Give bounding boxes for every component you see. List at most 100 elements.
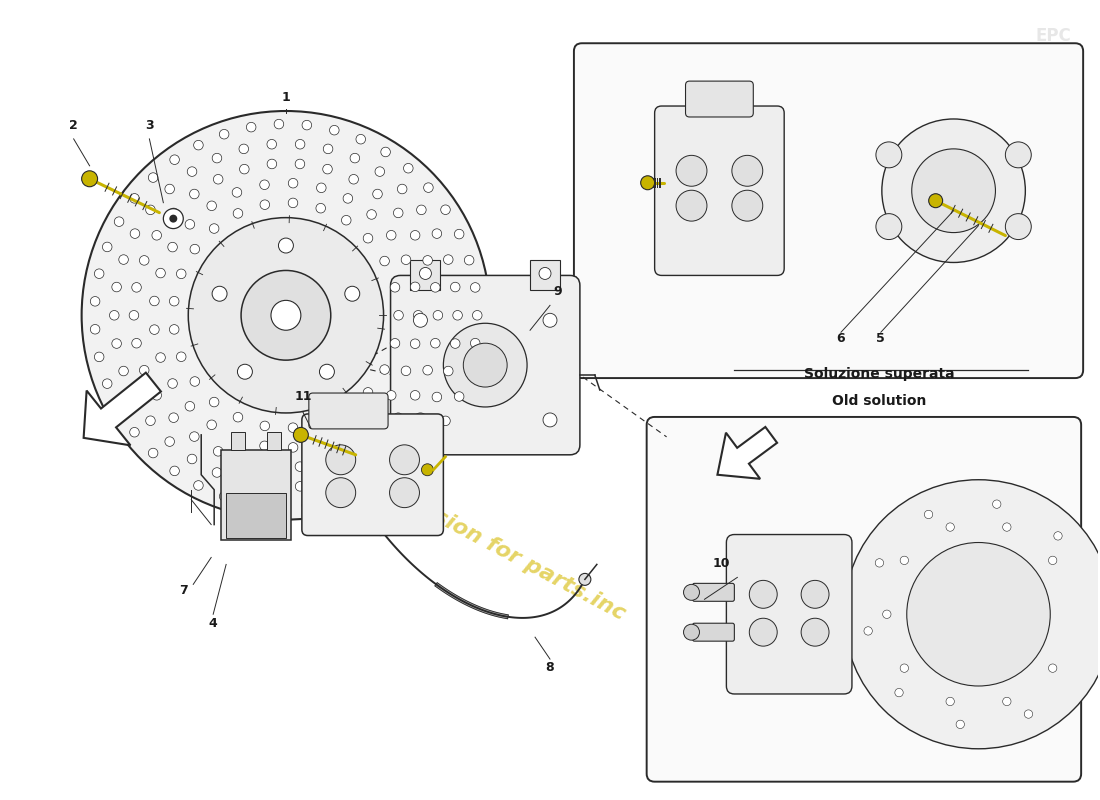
Circle shape: [1048, 664, 1057, 672]
FancyBboxPatch shape: [726, 534, 851, 694]
Circle shape: [130, 229, 140, 238]
Circle shape: [749, 618, 778, 646]
Circle shape: [187, 167, 197, 176]
Circle shape: [212, 286, 227, 302]
Circle shape: [676, 190, 707, 221]
Circle shape: [864, 626, 872, 635]
Circle shape: [410, 282, 420, 292]
Circle shape: [375, 523, 386, 535]
FancyBboxPatch shape: [390, 275, 580, 455]
Circle shape: [190, 244, 199, 254]
Circle shape: [432, 392, 442, 402]
Text: 9: 9: [553, 286, 562, 298]
Circle shape: [430, 282, 440, 292]
Text: EPC
parts: EPC parts: [1028, 27, 1078, 66]
Circle shape: [145, 205, 155, 214]
Circle shape: [102, 242, 112, 252]
Circle shape: [209, 398, 219, 407]
Circle shape: [317, 438, 326, 447]
Circle shape: [404, 163, 414, 173]
Circle shape: [430, 338, 440, 348]
Circle shape: [274, 502, 284, 511]
Circle shape: [169, 155, 179, 165]
Circle shape: [543, 413, 557, 427]
Circle shape: [322, 457, 332, 466]
Circle shape: [119, 254, 129, 264]
Circle shape: [386, 230, 396, 240]
Circle shape: [168, 378, 177, 388]
Circle shape: [1054, 532, 1063, 540]
Circle shape: [379, 365, 389, 374]
Circle shape: [373, 190, 383, 199]
Circle shape: [319, 364, 334, 379]
Circle shape: [112, 282, 121, 292]
Circle shape: [366, 411, 376, 421]
Circle shape: [168, 208, 178, 218]
Text: Old solution: Old solution: [832, 394, 926, 408]
Circle shape: [326, 445, 355, 474]
Circle shape: [422, 366, 432, 375]
Circle shape: [330, 126, 339, 135]
Circle shape: [397, 184, 407, 194]
Circle shape: [1024, 710, 1033, 718]
Circle shape: [295, 159, 305, 169]
Bar: [530, 261, 560, 290]
Circle shape: [381, 147, 390, 157]
Circle shape: [341, 406, 351, 415]
Circle shape: [267, 482, 276, 491]
Circle shape: [389, 445, 419, 474]
Circle shape: [894, 689, 903, 697]
Circle shape: [801, 618, 829, 646]
Circle shape: [156, 268, 165, 278]
Circle shape: [389, 478, 419, 508]
Circle shape: [882, 119, 1025, 262]
FancyBboxPatch shape: [654, 106, 784, 275]
Circle shape: [421, 464, 433, 476]
Circle shape: [81, 111, 491, 519]
Circle shape: [422, 256, 432, 265]
Circle shape: [1005, 142, 1032, 168]
Circle shape: [471, 282, 480, 292]
Circle shape: [386, 390, 396, 400]
Bar: [231, 432, 245, 450]
Circle shape: [302, 501, 311, 510]
Circle shape: [443, 366, 453, 376]
Text: Soluzione superata: Soluzione superata: [803, 367, 954, 381]
Circle shape: [156, 353, 165, 362]
Circle shape: [1003, 523, 1011, 531]
Circle shape: [132, 282, 141, 292]
Text: 5: 5: [877, 332, 886, 346]
Circle shape: [432, 229, 442, 238]
Circle shape: [185, 219, 195, 229]
Circle shape: [397, 437, 407, 446]
Circle shape: [169, 214, 177, 222]
Circle shape: [150, 325, 160, 334]
Circle shape: [288, 178, 298, 188]
Circle shape: [349, 174, 359, 184]
Circle shape: [150, 296, 160, 306]
Circle shape: [394, 208, 403, 218]
Circle shape: [394, 413, 403, 422]
Circle shape: [1003, 698, 1011, 706]
Circle shape: [356, 134, 365, 144]
Circle shape: [240, 457, 249, 466]
Circle shape: [260, 421, 270, 430]
Circle shape: [876, 142, 902, 168]
Circle shape: [95, 352, 103, 362]
Text: 10: 10: [713, 558, 730, 570]
FancyBboxPatch shape: [693, 623, 735, 641]
Circle shape: [906, 542, 1050, 686]
Circle shape: [417, 416, 426, 426]
Circle shape: [130, 392, 140, 402]
Circle shape: [267, 139, 276, 149]
Circle shape: [375, 167, 385, 176]
Circle shape: [169, 296, 179, 306]
Circle shape: [801, 580, 829, 608]
Circle shape: [189, 190, 199, 199]
Circle shape: [213, 174, 223, 184]
Circle shape: [189, 432, 199, 442]
Circle shape: [260, 441, 270, 450]
Circle shape: [924, 510, 933, 518]
Circle shape: [410, 339, 420, 349]
Circle shape: [140, 256, 148, 265]
